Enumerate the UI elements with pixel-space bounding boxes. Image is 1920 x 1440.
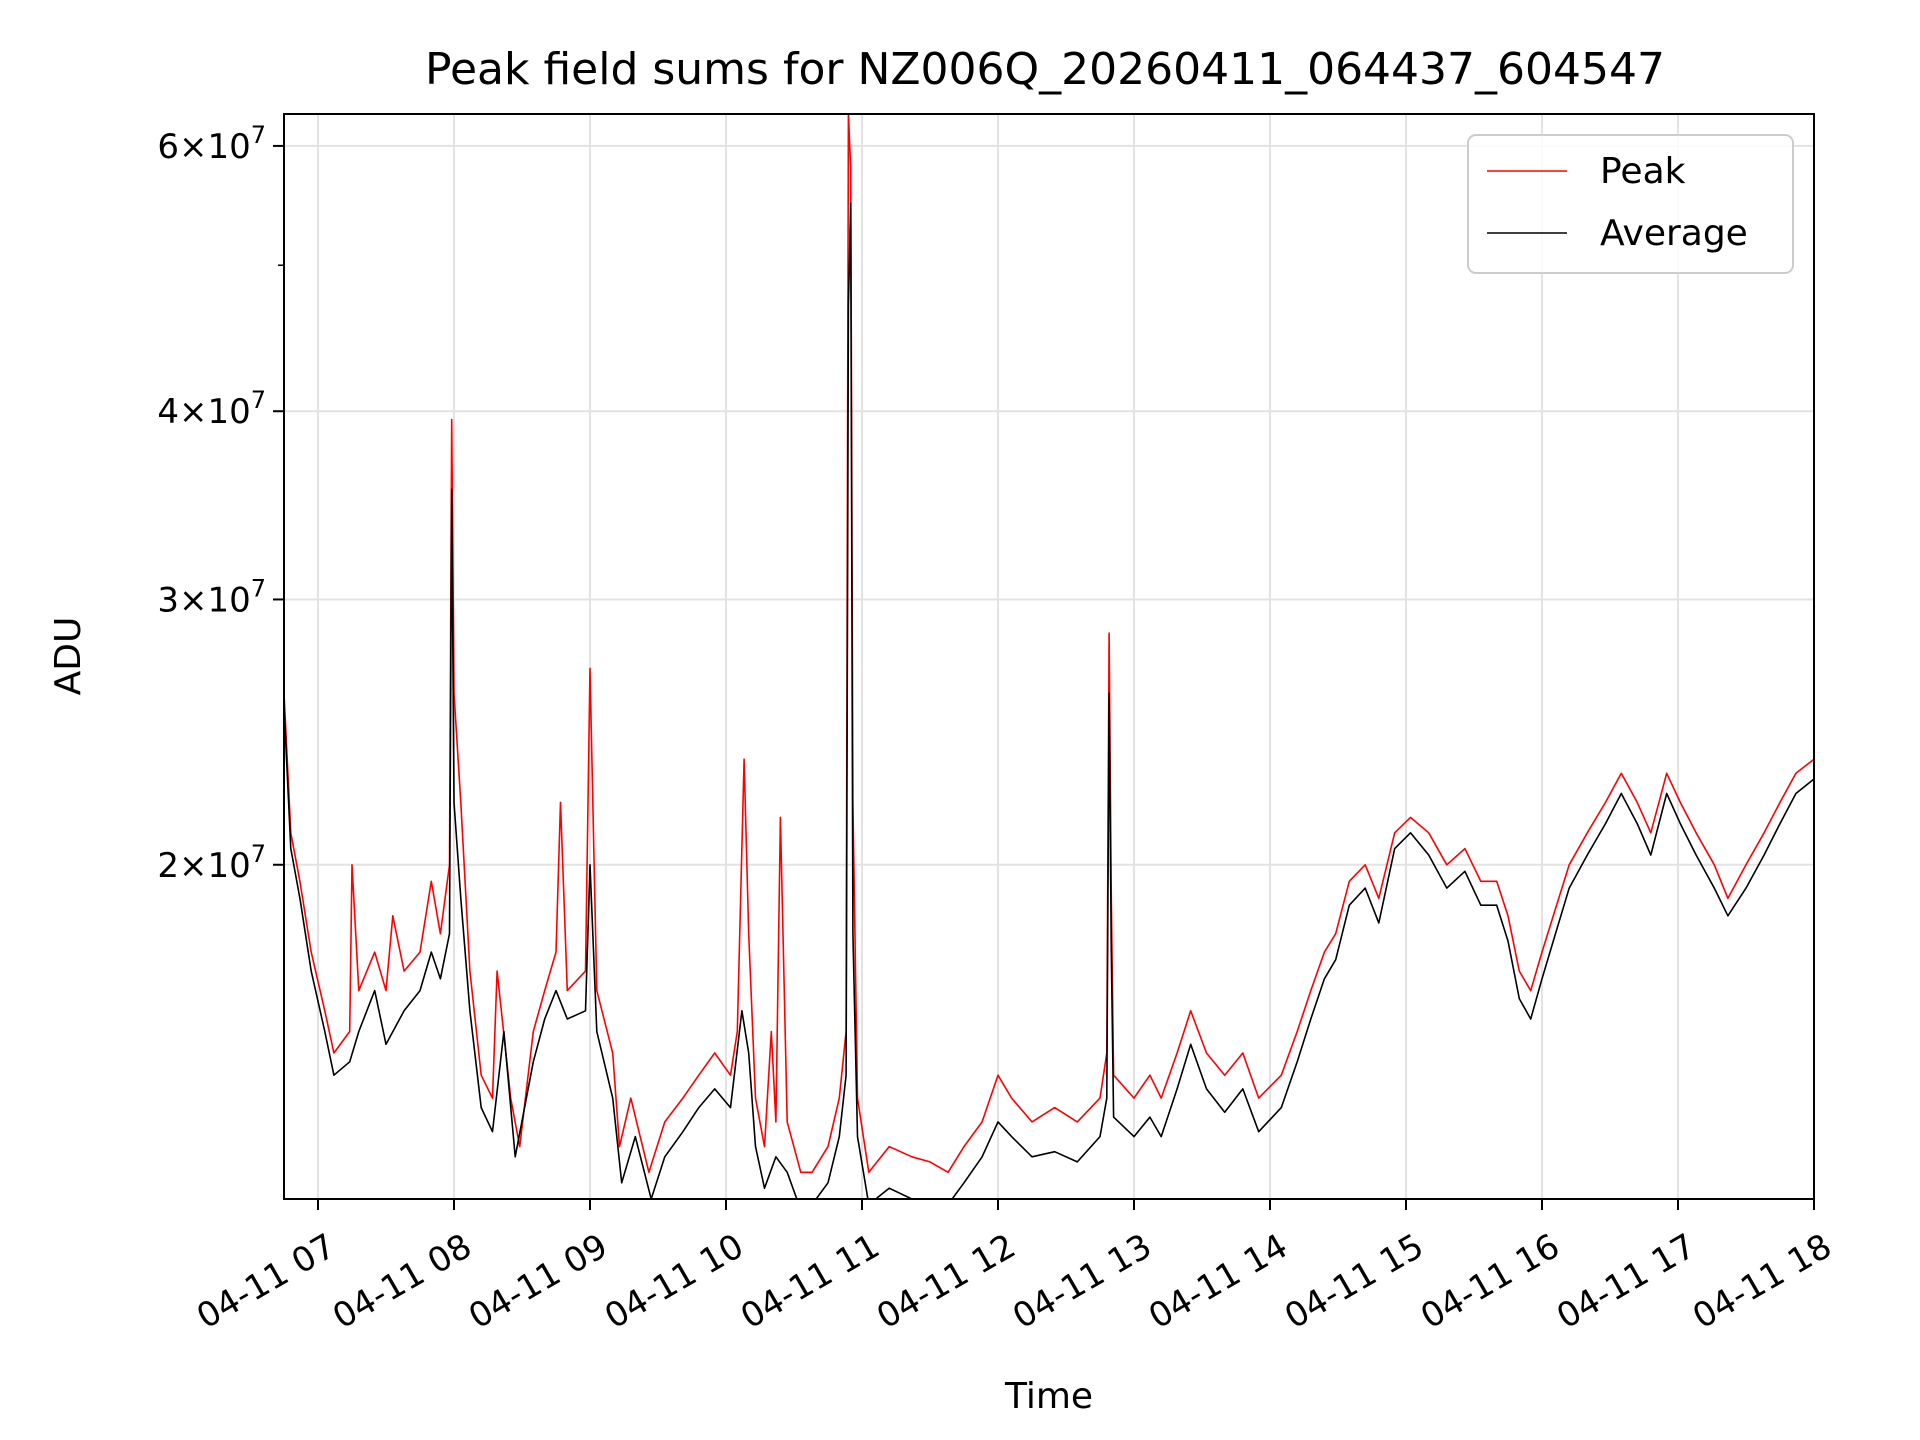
y-tick-label: 6×107	[157, 121, 266, 167]
y-tick-label: 2×107	[157, 840, 266, 886]
y-tick-label: 4×107	[157, 386, 266, 432]
plot-frame	[283, 113, 1815, 1200]
chart-title: Peak field sums for NZ006Q_20260411_0644…	[425, 44, 1665, 95]
legend-box	[1467, 134, 1794, 274]
legend: Peak Average	[1467, 134, 1794, 274]
legend-average-label: Average	[1600, 213, 1748, 254]
y-tick-label: 3×107	[157, 574, 266, 620]
x-axis-label: Time	[1004, 1376, 1093, 1417]
series-line-average	[284, 202, 1814, 1199]
y-axis-label: ADU	[48, 617, 89, 696]
legend-peak-label: Peak	[1600, 151, 1686, 192]
plot-area	[284, 114, 1814, 1199]
y-axis: 2×107 3×107 4×107 6×107	[157, 121, 284, 886]
grid-lines	[284, 114, 1815, 1199]
